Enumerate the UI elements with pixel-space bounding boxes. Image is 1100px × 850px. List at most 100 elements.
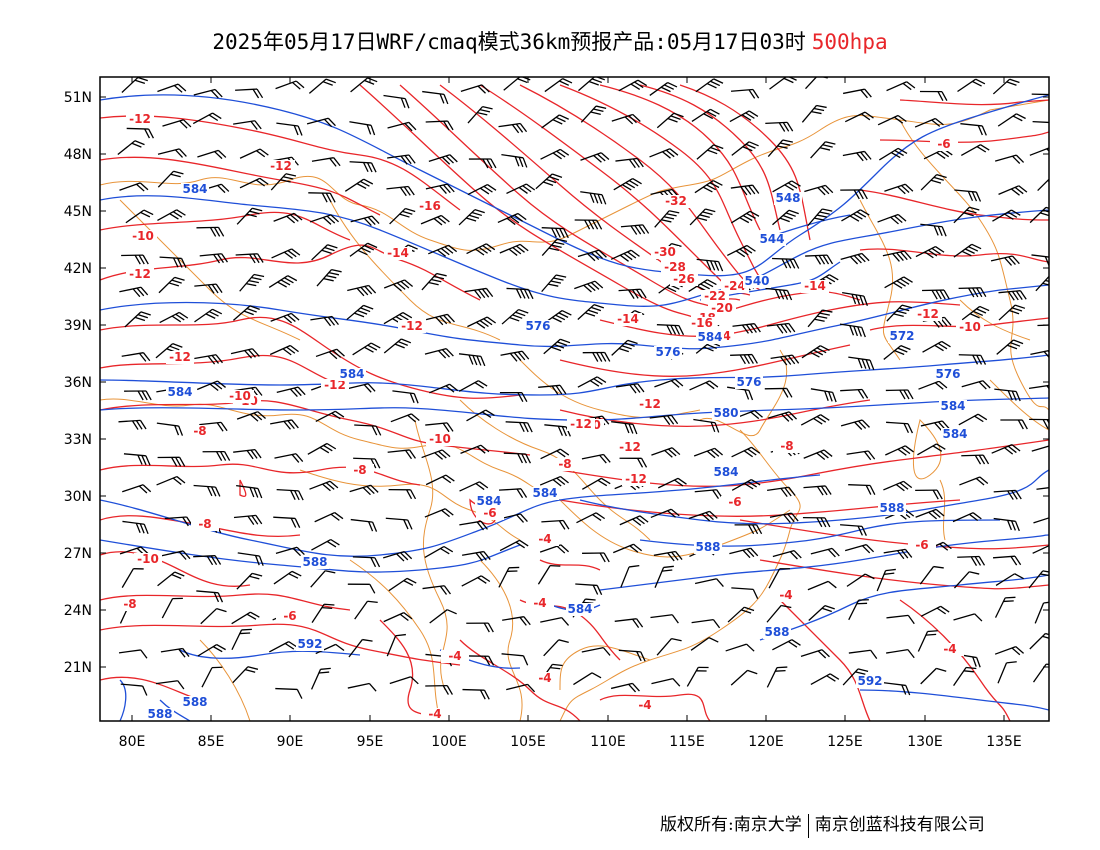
wind-barb [311,157,341,167]
wind-barb [159,256,187,269]
wind-barb [161,597,183,619]
wind-barb [236,411,266,422]
temperature-labels-layer: -12-12-10-12-16-14-32-30-28-26 -24-22-20-… [116,112,984,721]
temperature-label-bg [616,441,644,454]
geopotential-label-bg [475,495,503,508]
wind-barb [994,596,1016,618]
geopotential-label-bg [166,386,194,399]
wind-barb [540,448,570,460]
wind-barb [611,339,638,356]
wind-barb [458,209,485,226]
wind-barb [275,687,303,699]
lon-tick-label: 90E [277,734,304,750]
wind-barb [953,613,983,622]
temperature-label: -4 [428,707,441,721]
wind-barb [848,649,878,659]
wind-barb [649,148,679,159]
wind-barb [389,676,419,685]
wind-barb [1033,515,1049,524]
wind-barb [613,543,643,554]
coastline-border-path [559,429,801,721]
wind-barb [421,449,451,460]
geopotential-label-bg [712,466,740,479]
wind-barb [193,555,222,566]
wind-barb [194,283,223,294]
latitude-axis: 51N 48N 45N 42N 39N 36N 33N 30N 27N 24N 21N [64,90,1049,676]
wind-barb [801,345,830,359]
wind-barb [727,606,755,623]
wind-barb [886,648,915,659]
wind-barb [649,81,678,96]
wind-barb [878,147,908,161]
wind-barb [1028,384,1049,395]
temperature-label: -10 [132,229,154,243]
temperature-isotherm [100,316,521,399]
wind-barbs-layer [117,77,1049,700]
wind-barb [992,555,1022,566]
geopotential-label-bg [338,368,366,381]
temperature-isotherm [359,84,701,321]
wind-barb [877,213,907,225]
geopotential-label-bg [743,275,771,288]
geopotential-label: 584 [182,182,207,196]
temperature-label: -6 [937,137,950,151]
wind-barb [499,539,529,552]
temperature-label-bg [908,539,936,552]
wind-barb [689,208,716,226]
wind-barb [769,77,797,90]
wind-barb [383,279,414,292]
wind-barb [840,189,868,200]
wind-barb [349,242,378,257]
wind-barb [197,149,227,160]
wind-barb [540,148,570,160]
wind-barb [846,450,876,461]
wind-barb [193,484,221,497]
wind-barb [649,414,679,426]
geopotential-label: 576 [736,375,761,389]
temperature-label-bg [772,589,800,602]
geopotential-label: 584 [713,465,738,479]
lat-tick-label: 21N [64,660,92,676]
wind-barb [156,422,184,436]
lon-tick-label: 95E [357,734,384,750]
geopotential-label-bg [654,346,682,359]
wind-barb [654,378,684,388]
wind-barb [1029,206,1049,224]
wind-barb [954,189,982,202]
wind-barb [160,647,190,658]
temperature-label: -28 [664,260,686,274]
temperature-label-bg [426,433,454,446]
wind-barb [886,81,916,92]
wind-barb [236,484,263,499]
wind-barb [424,348,454,359]
wind-barb [731,446,761,458]
wind-barb [268,275,298,289]
wind-barb [994,388,1021,402]
wind-barb [610,249,640,262]
temperature-isotherm [239,479,247,497]
wind-barb [958,287,987,298]
wind-barb [620,565,640,588]
geopotential-label: 584 [339,367,364,381]
geopotential-label: 572 [889,329,914,343]
lon-tick-label: 105E [510,734,546,750]
geopotential-label: 588 [695,540,720,554]
temperature-label-bg [398,320,426,333]
wind-barb [883,345,911,360]
wind-barb [842,150,872,162]
wind-barb [657,477,687,489]
wind-barb [846,573,875,587]
temperature-label: -16 [691,316,713,330]
geopotential-label-bg [296,638,324,651]
wind-barb [193,88,223,99]
wind-barb [886,614,915,625]
wind-barb [767,411,797,422]
temperature-label: -4 [533,596,546,610]
temperature-label-bg [636,398,664,411]
wind-barb [424,545,454,559]
wind-barb [155,680,185,690]
geopotential-label-bg [941,428,969,441]
geopotential-label-bg [939,400,967,413]
geopotential-label-bg [181,696,209,709]
coastline-border-path [414,419,448,691]
